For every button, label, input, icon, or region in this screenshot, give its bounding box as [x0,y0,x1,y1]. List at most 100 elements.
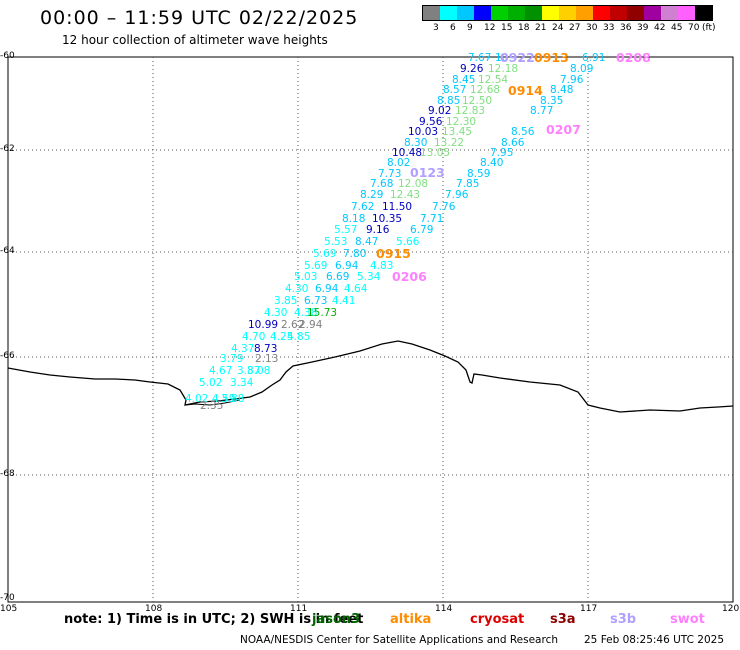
wave-height-label: 9.16 [366,224,390,236]
legend-label: 24 [552,23,564,33]
wave-height-label: 12.54 [478,74,508,86]
legend-label: 39 [637,23,649,33]
lat-tick-label: -70 [0,593,15,603]
legend-labels: 3 6 9 12 15 18 21 24 27 30 33 36 39 42 45 70 (ft) [422,21,716,35]
legend-label: 30 [586,23,598,33]
wave-height-label: 9.02 [428,105,451,117]
wave-height-label: 4.30 [285,283,308,295]
legend-swatch [644,6,661,20]
wave-height-label: 3.79 [220,353,243,365]
pass-time-label: 0206 [392,269,427,284]
lat-tick-label: -68 [0,469,15,479]
legend-swatch [542,6,559,20]
wave-height-label: 8.45 [452,74,475,86]
wave-height-label: 4.64 [344,283,368,295]
wave-height-label: 5.57 [334,224,357,236]
satellite-cryosat: cryosat [470,612,525,627]
wave-height-label: 7.76 [432,201,456,213]
lon-tick-label: 111 [290,604,308,614]
lat-tick-label: -62 [0,144,15,154]
legend-label: 36 [620,23,632,33]
wave-height-label: 2.13 [255,353,278,365]
legend-swatch [627,6,644,20]
wave-height-label: 6.73 [304,295,327,307]
note-text: note: 1) Time is in UTC; 2) SWH is in fe… [64,612,364,627]
wave-height-label: 8.85 [437,95,460,107]
wave-height-label: 8.30 [404,137,427,149]
legend-label: (ft) [702,23,716,33]
satellite-s3a: s3a [550,612,576,627]
wave-height-label: 11.50 [382,201,412,213]
legend-label: 42 [654,23,666,33]
wave-height-label: 8.29 [360,189,383,201]
wave-height-label: 8.77 [530,105,553,117]
legend-label: 27 [569,23,581,33]
pass-time-label: 0208 [616,50,651,65]
wave-height-label: 15.73 [307,307,337,319]
legend-swatch [576,6,593,20]
pass-time-label: 0922 [500,50,535,65]
wave-height-label: 12.83 [455,105,485,117]
wave-height-label: 5.66 [396,236,420,248]
wave-height-label: 6.79 [410,224,433,236]
legend-swatch [457,6,474,20]
legend-label: 21 [535,23,547,33]
wave-height-label: 8.57 [443,84,466,96]
pass-time-label: 0913 [534,50,569,65]
wave-height-label: 4.37 [231,343,254,355]
wave-height-label: 8.66 [501,137,525,149]
wave-height-label: 4.85 [287,331,310,343]
wave-height-label: 3.87 [237,365,260,377]
wave-height-label: 4.67 [209,365,232,377]
lon-tick-label: 108 [145,604,163,614]
legend-swatch [423,6,440,20]
wave-height-label: 13.05 [420,147,450,159]
wave-height-label: 8.18 [342,213,365,225]
legend-label: 18 [518,23,530,33]
wave-height-label: 8.59 [467,168,490,180]
wave-height-label: 3.34 [230,377,254,389]
wave-height-label: 3.88 [221,393,244,405]
wave-height-label: 6.91 [582,52,605,64]
color-legend: 3 6 9 12 15 18 21 24 27 30 33 36 39 42 45 70 (ft) [422,5,716,35]
satellite-swot: swot [670,612,705,627]
wave-height-label: 4.30 [264,307,287,319]
legend-swatch [525,6,542,20]
legend-swatch [440,6,457,20]
wave-height-label: 12.18 [488,63,518,75]
wave-height-label: 8.56 [511,126,535,138]
pass-time-label: 0123 [410,165,445,180]
map-title: 00:00 – 11:59 UTC 02/22/2025 [40,7,359,29]
wave-height-label: 8.09 [570,63,593,75]
wave-height-label: 5.03 [294,271,317,283]
legend-swatch [491,6,508,20]
wave-height-label: 3.08 [247,365,270,377]
legend-swatch [695,6,712,20]
wave-height-label: 6.69 [326,271,349,283]
legend-label: 9 [467,23,473,33]
wave-height-label: 10.48 [392,147,422,159]
wave-height-label: 5.02 [199,377,222,389]
wave-height-label: 2.94 [299,319,323,331]
wave-height-label: 4.38 [294,307,317,319]
lon-tick-label: 114 [435,604,453,614]
wave-height-label: 4.83 [370,260,393,272]
legend-label: 12 [484,23,496,33]
wave-height-label: 9.26 [460,63,484,75]
pass-time-labels: 0922 0913 0208 0914 0207 0123 0915 0206 [376,50,651,284]
timestamp-text: 25 Feb 08:25:46 UTC 2025 [584,634,724,646]
wave-height-label: 7.62 [351,201,374,213]
wave-height-label: 8.47 [355,236,378,248]
satellite-altika: altika [390,612,432,627]
pass-time-label: 0914 [508,83,543,98]
satellite-s3b: s3b [610,612,637,627]
wave-height-label: 4.25 [270,331,293,343]
lon-tick-label: 105 [0,604,18,614]
legend-swatches [422,5,713,21]
wave-height-label: 4.41 [332,295,355,307]
lat-tick-label: -64 [0,246,15,256]
lat-tick-label: -60 [0,51,15,61]
wave-height-label: 7.96 [560,74,584,86]
legend-swatch [661,6,678,20]
